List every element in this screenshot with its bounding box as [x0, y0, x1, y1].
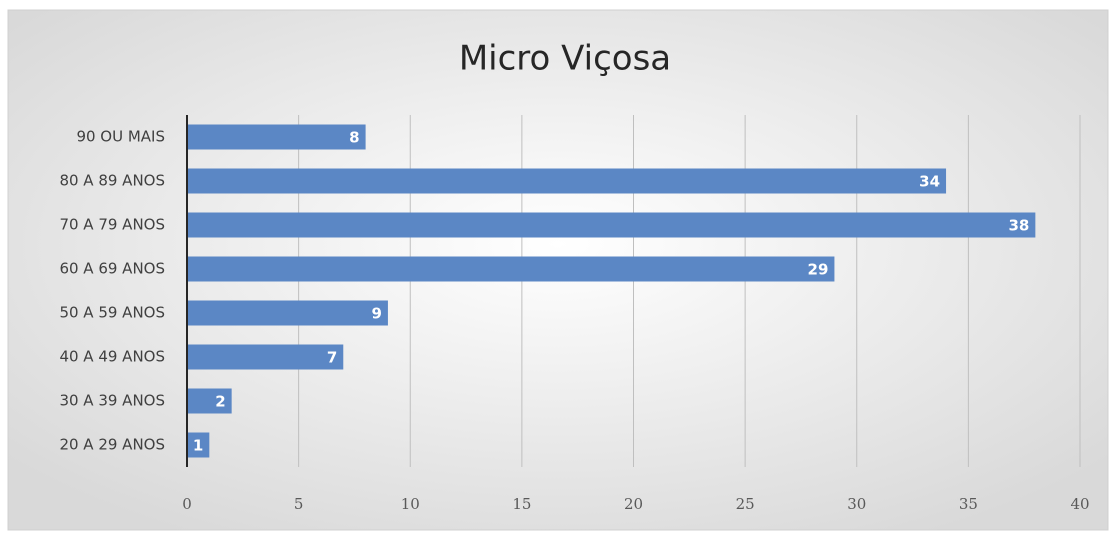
- x-tick-label: 30: [847, 495, 866, 513]
- data-label: 34: [919, 173, 940, 191]
- x-tick-label: 15: [512, 495, 531, 513]
- bar: [187, 212, 1036, 238]
- data-label: 38: [1008, 217, 1029, 235]
- x-tick-label: 25: [736, 495, 755, 513]
- x-tick-label: 10: [401, 495, 420, 513]
- y-tick-label: 70 A 79 ANOS: [59, 216, 165, 234]
- data-label: 9: [371, 305, 381, 323]
- data-label: 2: [215, 393, 225, 411]
- bar: [187, 388, 232, 414]
- data-label: 8: [349, 129, 359, 147]
- data-label: 1: [193, 437, 203, 455]
- bar: [187, 168, 947, 194]
- x-tick-label: 0: [182, 495, 192, 513]
- x-tick-label: 20: [624, 495, 643, 513]
- bar: [187, 300, 388, 326]
- y-tick-label: 90 OU MAIS: [76, 128, 165, 146]
- bar: [187, 124, 366, 150]
- data-label: 7: [327, 349, 337, 367]
- bar: [187, 432, 210, 458]
- bar: [187, 256, 835, 282]
- x-tick-label: 40: [1070, 495, 1089, 513]
- data-label: 29: [808, 261, 829, 279]
- bar: [187, 344, 344, 370]
- y-tick-label: 30 A 39 ANOS: [59, 392, 165, 410]
- y-tick-label: 60 A 69 ANOS: [59, 260, 165, 278]
- y-tick-label: 40 A 49 ANOS: [59, 348, 165, 366]
- y-tick-label: 80 A 89 ANOS: [59, 172, 165, 190]
- chart-title: Micro Viçosa: [459, 39, 671, 79]
- x-tick-label: 5: [294, 495, 304, 513]
- y-tick-label: 50 A 59 ANOS: [59, 304, 165, 322]
- y-tick-label: 20 A 29 ANOS: [59, 436, 165, 454]
- x-tick-label: 35: [959, 495, 978, 513]
